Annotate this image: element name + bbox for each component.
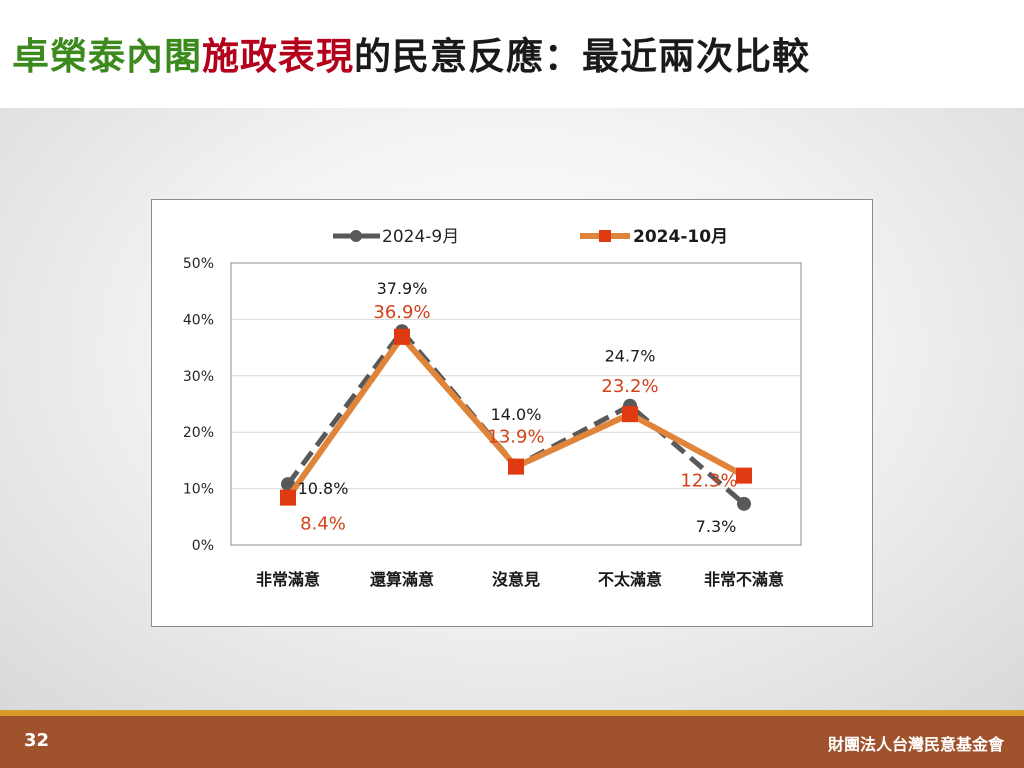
- y-tick-label: 20%: [183, 425, 214, 441]
- data-label-2024-09: 10.8%: [298, 479, 349, 498]
- x-tick-label: 非常不滿意: [704, 570, 784, 589]
- slide-title: 卓榮泰內閣施政表現的民意反應：最近兩次比較: [12, 26, 810, 80]
- y-tick-label: 50%: [183, 256, 214, 272]
- y-tick-label: 40%: [183, 312, 214, 328]
- data-label-2024-09: 14.0%: [491, 405, 542, 424]
- x-tick-label: 非常滿意: [256, 570, 320, 589]
- footer-stripe: [0, 710, 1024, 716]
- title-bar: 卓榮泰內閣施政表現的民意反應：最近兩次比較: [0, 0, 1024, 108]
- y-tick-label: 0%: [192, 538, 214, 554]
- data-label-2024-10: 36.9%: [373, 302, 430, 323]
- x-tick-label: 不太滿意: [598, 570, 662, 589]
- chart-panel: 0% 10% 20% 30% 40% 50% 非常滿意 還算滿意 沒意見 不太滿意 非常不滿意 10.…: [151, 199, 873, 627]
- legend-marker-2024-09: [350, 230, 362, 242]
- data-label-2024-09: 37.9%: [377, 279, 428, 298]
- line-chart: 0% 10% 20% 30% 40% 50% 非常滿意 還算滿意 沒意見 不太滿意 非常不滿意 10.…: [183, 227, 802, 589]
- title-part-performance: 施政表現: [202, 35, 354, 78]
- title-part-rest: 的民意反應：最近兩次比較: [354, 35, 810, 78]
- x-tick-label: 沒意見: [492, 570, 540, 589]
- page-number: 32: [24, 730, 50, 751]
- point-2024-10: [622, 406, 638, 423]
- plot-area-border: [230, 262, 802, 546]
- title-part-cabinet: 卓榮泰內閣: [12, 35, 202, 78]
- y-tick-label: 10%: [183, 482, 214, 498]
- point-2024-10: [394, 328, 410, 345]
- footer-bar: 32 財團法人台灣民意基金會: [0, 716, 1024, 768]
- data-label-2024-10: 12.3%: [680, 471, 737, 492]
- legend-marker-2024-10: [599, 230, 611, 242]
- y-tick-label: 30%: [183, 369, 214, 385]
- legend-label-2024-10: 2024-10月: [633, 227, 728, 247]
- legend-label-2024-09: 2024-9月: [382, 227, 459, 247]
- data-label-2024-09: 24.7%: [605, 347, 656, 366]
- point-2024-09: [737, 496, 751, 511]
- x-tick-label: 還算滿意: [370, 570, 434, 589]
- point-2024-10: [508, 458, 524, 475]
- point-2024-10: [736, 467, 752, 484]
- data-label-2024-10: 13.9%: [487, 427, 544, 448]
- data-label-2024-10: 23.2%: [601, 376, 658, 397]
- data-label-2024-09: 7.3%: [696, 517, 737, 536]
- organization-name: 財團法人台灣民意基金會: [827, 735, 1004, 754]
- data-label-2024-10: 8.4%: [300, 514, 346, 535]
- point-2024-10: [280, 489, 296, 506]
